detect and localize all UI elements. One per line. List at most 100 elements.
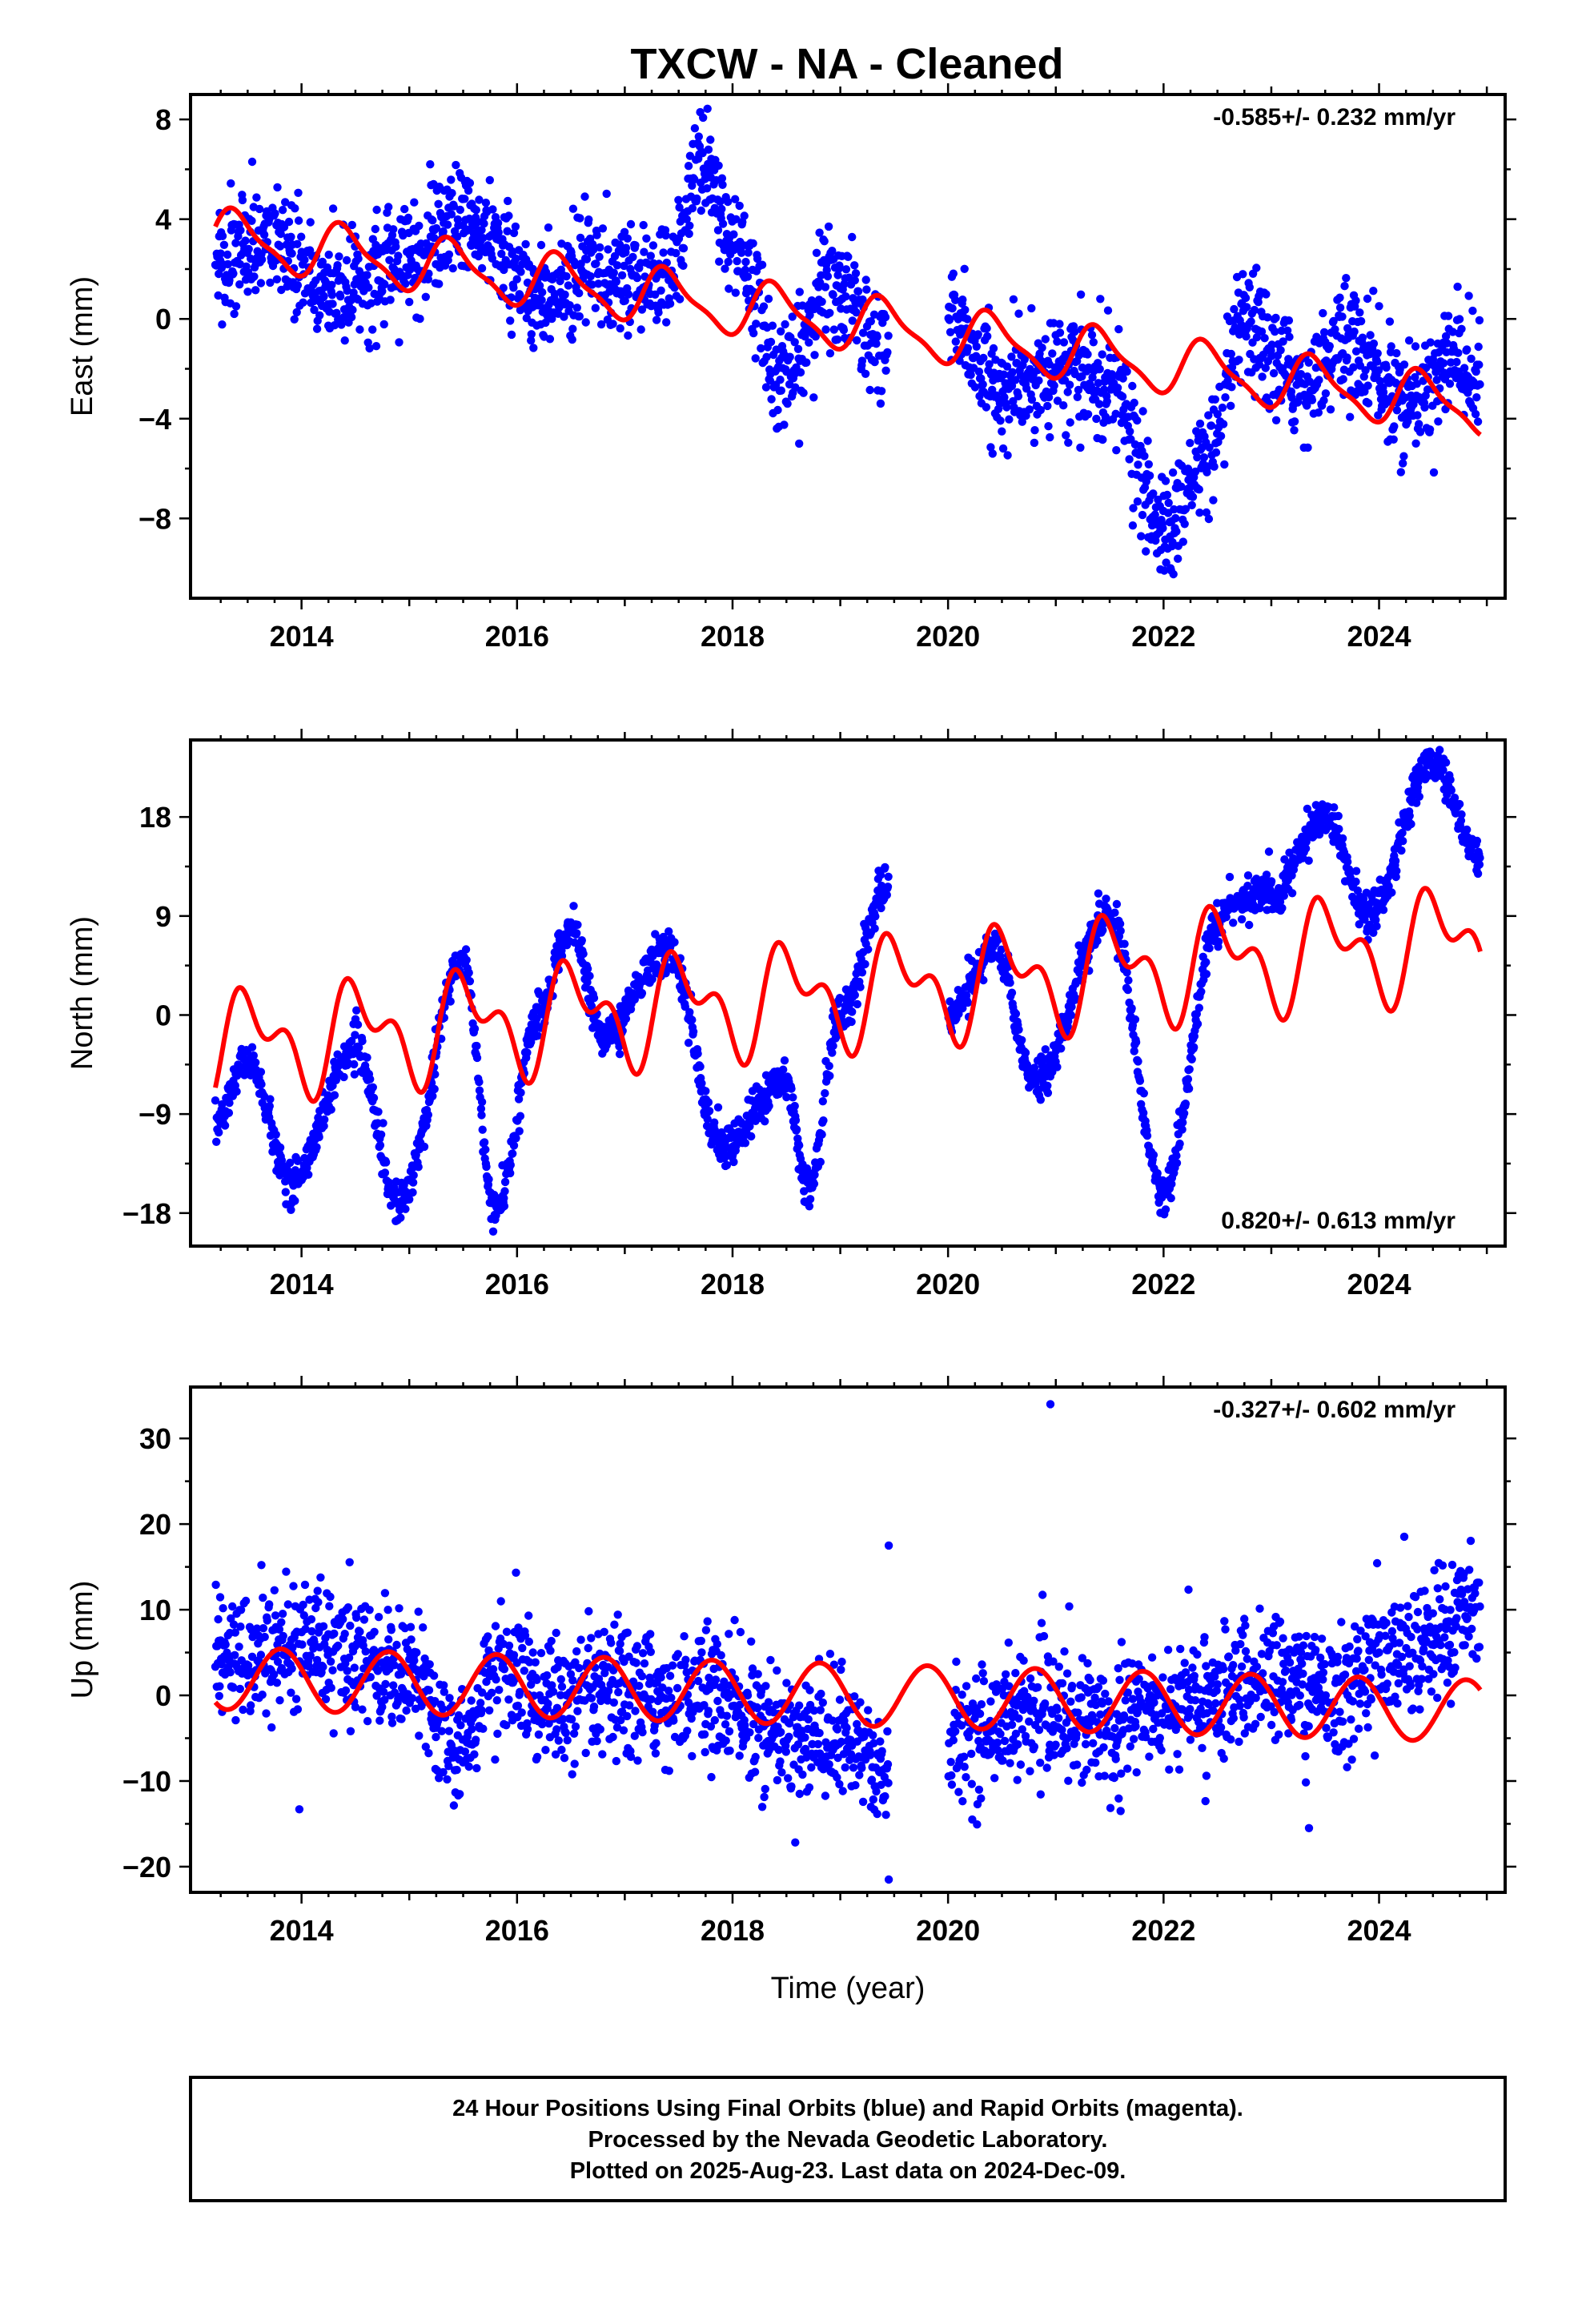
data-point — [1171, 513, 1180, 523]
data-point — [343, 286, 351, 296]
data-point — [764, 295, 773, 304]
data-point — [581, 318, 590, 327]
data-point — [375, 1716, 384, 1725]
data-point — [400, 204, 409, 214]
data-point — [1426, 338, 1435, 347]
data-point — [316, 1573, 325, 1582]
data-point — [266, 1095, 275, 1104]
data-point — [674, 195, 683, 204]
data-point — [598, 224, 608, 233]
data-point — [1391, 872, 1400, 882]
data-point — [1043, 1088, 1053, 1098]
data-point — [1122, 968, 1131, 977]
plot-frame — [189, 738, 1507, 1248]
data-point — [1094, 379, 1103, 388]
data-point — [211, 1580, 220, 1590]
data-point — [259, 1624, 268, 1633]
data-point — [235, 1642, 243, 1651]
data-point — [697, 1079, 706, 1088]
data-point — [1195, 485, 1204, 494]
data-point — [1475, 316, 1484, 325]
data-point — [247, 254, 255, 263]
data-point — [228, 1602, 237, 1611]
data-point — [1227, 363, 1237, 372]
data-point — [858, 328, 868, 337]
data-point — [870, 924, 879, 933]
data-point — [690, 175, 699, 184]
data-point — [753, 254, 762, 263]
data-point — [1391, 856, 1400, 866]
data-point — [1142, 547, 1150, 556]
data-point — [852, 308, 861, 317]
data-point — [307, 1614, 316, 1624]
data-point — [706, 135, 715, 144]
data-point — [626, 219, 636, 229]
data-point — [247, 1043, 257, 1051]
data-point — [389, 225, 398, 234]
data-point — [434, 199, 443, 208]
data-point — [1043, 1081, 1052, 1091]
data-point — [1335, 293, 1344, 302]
plot-area — [211, 746, 1484, 1236]
data-point — [883, 883, 893, 891]
data-point — [1220, 460, 1229, 469]
data-point — [1011, 376, 1020, 384]
data-point — [1271, 327, 1279, 336]
data-point — [544, 223, 553, 232]
data-point — [1008, 368, 1017, 376]
data-point — [516, 1088, 525, 1097]
data-point — [693, 1049, 702, 1058]
data-point — [231, 1715, 240, 1725]
y-tick-label: −4 — [139, 403, 171, 436]
data-point — [1059, 338, 1069, 347]
data-point — [470, 1024, 480, 1033]
data-point — [583, 978, 592, 987]
data-point — [612, 277, 620, 286]
data-point — [588, 280, 596, 289]
data-point — [648, 241, 658, 250]
data-point — [997, 945, 1006, 955]
data-point — [215, 1593, 225, 1602]
data-point — [1202, 970, 1211, 979]
data-point — [330, 1629, 339, 1638]
data-point — [512, 254, 520, 263]
data-point — [319, 292, 328, 300]
data-point — [615, 1042, 624, 1051]
data-point — [1392, 866, 1401, 875]
data-point — [499, 283, 508, 292]
data-point — [1162, 490, 1172, 500]
data-point — [1241, 293, 1251, 303]
data-point — [287, 1205, 295, 1215]
data-point — [1448, 328, 1457, 336]
data-point — [214, 291, 223, 300]
data-point — [982, 324, 991, 333]
data-point — [697, 206, 705, 215]
data-point — [841, 292, 850, 301]
data-point — [449, 202, 459, 211]
data-point — [848, 1007, 857, 1016]
data-point — [282, 1567, 291, 1576]
data-point — [1130, 398, 1138, 408]
data-point — [256, 1068, 266, 1076]
data-point — [777, 327, 785, 336]
data-point — [327, 280, 336, 289]
data-point — [365, 1606, 374, 1614]
data-point — [257, 1561, 266, 1570]
data-point — [825, 1072, 834, 1080]
data-point — [279, 1631, 287, 1641]
data-point — [735, 201, 744, 211]
data-point — [511, 222, 520, 231]
data-point — [720, 1154, 729, 1163]
data-point — [615, 240, 624, 249]
data-point — [823, 271, 833, 281]
data-point — [380, 1589, 390, 1598]
data-point — [1073, 392, 1082, 401]
data-point — [1179, 1109, 1189, 1118]
data-point — [481, 1145, 490, 1154]
data-point — [379, 1119, 387, 1128]
data-point — [884, 332, 893, 340]
data-point — [1172, 1159, 1182, 1168]
data-point — [732, 215, 741, 223]
data-point — [833, 271, 842, 279]
data-point — [283, 1600, 292, 1609]
